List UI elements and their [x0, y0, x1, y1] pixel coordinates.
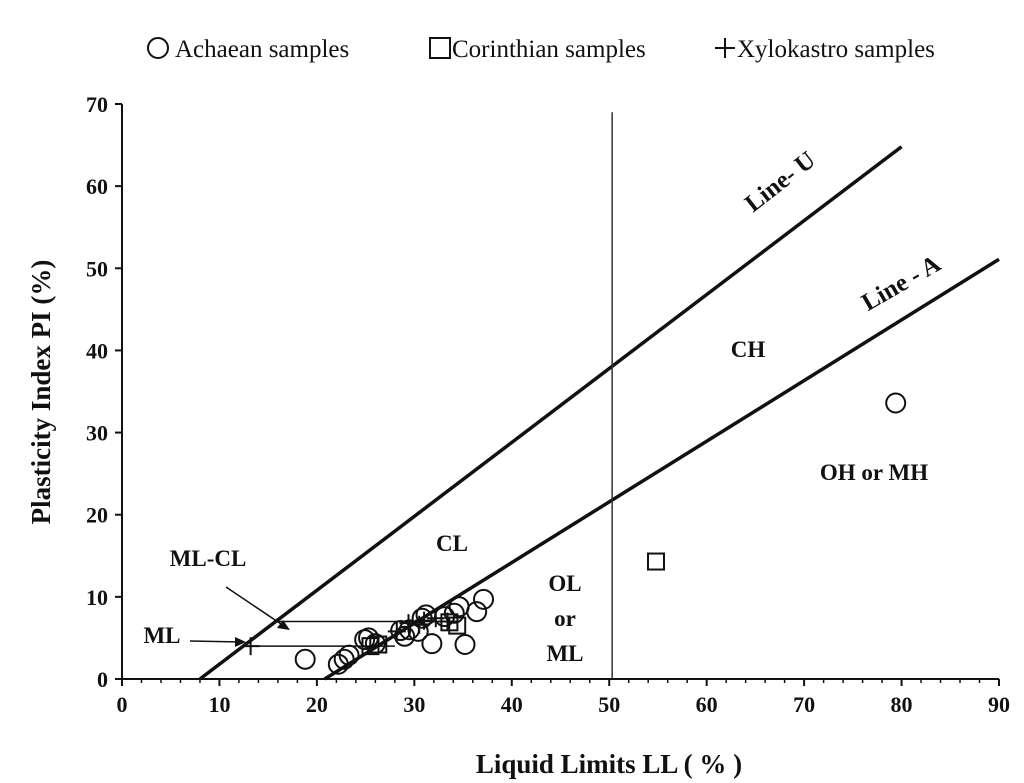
region-label-ml-lower: ML — [546, 641, 583, 666]
achaean-point — [454, 634, 476, 655]
y-tick-label: 10 — [86, 585, 108, 610]
xylokastro-point — [387, 622, 406, 641]
xylokastro-point — [426, 609, 445, 628]
achaean-point — [466, 601, 488, 623]
x-axis-title: Liquid Limits LL ( % ) — [476, 749, 742, 779]
legend: Achaean samples Corinthian samples Xylok… — [147, 36, 935, 63]
xylokastro-point — [241, 637, 260, 656]
achaean-point — [394, 625, 416, 647]
ml-cl-arrow — [225, 586, 288, 629]
x-tick-label: 40 — [501, 692, 523, 717]
y-axis-title: Plasticity Index PI (%) — [26, 260, 56, 525]
region-label-oh-mh: OH or MH — [820, 460, 928, 485]
xylokastro-point — [399, 614, 418, 633]
region-label-ol: OL — [548, 571, 581, 596]
reference-lines — [198, 112, 1000, 681]
achaean-point — [421, 633, 443, 655]
region-label-ml-cl: ML-CL — [170, 546, 247, 571]
x-tick-label: 0 — [117, 692, 128, 717]
ml-arrowhead — [235, 637, 246, 647]
achaean-point — [294, 648, 316, 670]
xylokastro-point — [410, 615, 429, 634]
y-tick-label: 30 — [86, 421, 108, 446]
legend-square-marker — [429, 37, 451, 59]
legend-label-achaean: Achaean samples — [175, 36, 349, 63]
legend-label-xylokastro: Xylokastro samples — [737, 36, 935, 63]
y-tick-label: 0 — [97, 667, 108, 692]
achaean-point — [473, 588, 495, 610]
corinthian-point — [646, 552, 665, 571]
region-label-or: or — [554, 606, 576, 631]
achaean-point — [443, 602, 465, 624]
y-tick-label: 20 — [86, 503, 108, 528]
axes — [121, 104, 999, 680]
x-tick-label: 50 — [598, 692, 620, 717]
x-tick-label: 30 — [403, 692, 425, 717]
y-tick-label: 60 — [86, 174, 108, 199]
region-label-ml: ML — [143, 623, 180, 648]
y-tick-label: 40 — [86, 338, 108, 363]
x-tick-label: 70 — [793, 692, 815, 717]
xylokastro-point — [415, 611, 434, 630]
annotation-arrows — [189, 586, 290, 647]
ml-arrow — [189, 640, 243, 643]
line-u-label: Line- U — [740, 146, 821, 217]
corinthian-point — [369, 635, 388, 654]
u-line — [198, 145, 903, 681]
achaean-point — [338, 644, 360, 666]
corinthian-point — [448, 616, 467, 635]
legend-plus-marker — [715, 38, 735, 58]
line-a-label: Line - A — [857, 250, 945, 316]
achaean-point — [885, 392, 907, 414]
y-tick-label: 70 — [86, 92, 108, 117]
x-tick-label: 10 — [208, 692, 230, 717]
y-tick-label: 50 — [86, 256, 108, 281]
x-tick-label: 90 — [988, 692, 1010, 717]
achaean-point — [333, 648, 355, 670]
x-tick-label: 60 — [696, 692, 718, 717]
xylokastro-point — [438, 612, 457, 631]
legend-label-corinthian: Corinthian samples — [452, 36, 646, 63]
x-tick-label: 20 — [306, 692, 328, 717]
data-points — [241, 392, 907, 675]
legend-circle-marker — [147, 37, 169, 59]
ml-cl-arrowhead — [277, 620, 290, 630]
region-label-cl: CL — [436, 531, 468, 556]
a-line — [323, 257, 1000, 681]
axis-ticks: 0 10 20 30 40 50 60 70 80 90 0 10 20 30 40 50 60 70 — [86, 92, 1010, 717]
region-label-ch: CH — [731, 337, 766, 362]
x-tick-label: 80 — [891, 692, 913, 717]
